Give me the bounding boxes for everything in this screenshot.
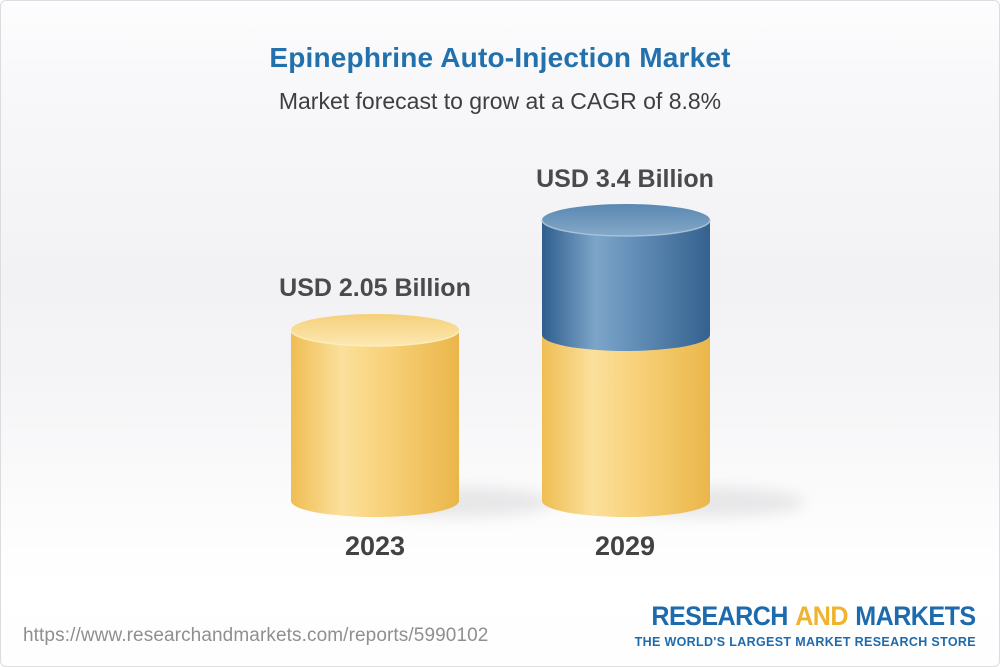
bar-2029-value-label: USD 3.4 Billion: [536, 165, 714, 193]
logo-tagline: THE WORLD'S LARGEST MARKET RESEARCH STOR…: [634, 634, 976, 649]
researchandmarkets-logo: RESEARCH AND MARKETS THE WORLD'S LARGEST…: [627, 601, 977, 649]
logo-wordmark: RESEARCH AND MARKETS: [651, 601, 977, 632]
bar-2023-category-label: 2023: [344, 531, 406, 561]
page-subtitle: Market forecast to grow at a CAGR of 8.8…: [278, 88, 722, 114]
page-title: Epinephrine Auto-Injection Market: [269, 42, 731, 73]
bar-2029-base-segment: [542, 335, 710, 517]
logo-word-research: RESEARCH: [651, 601, 789, 631]
bar-2029-growth-segment: [541, 204, 711, 351]
bar-2023-value-label: USD 2.05 Billion: [279, 274, 471, 302]
logo-word-markets: MARKETS: [855, 601, 977, 631]
bar-2029-cylinder: [541, 204, 711, 517]
bar-2023-cylinder: [290, 314, 460, 517]
report-url: https://www.researchandmarkets.com/repor…: [23, 625, 489, 646]
logo-word-and: AND: [795, 601, 849, 631]
bar-2029-category-label: 2029: [594, 531, 656, 561]
